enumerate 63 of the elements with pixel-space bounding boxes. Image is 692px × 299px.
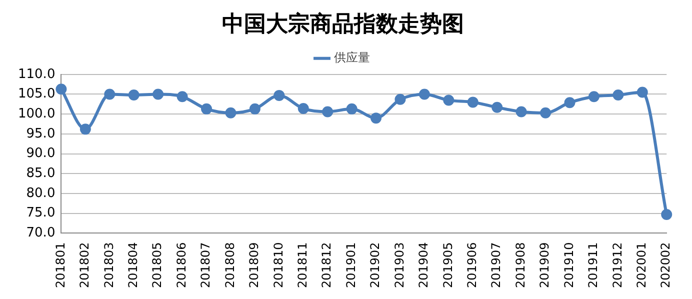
point <box>443 94 454 106</box>
point <box>298 103 309 114</box>
point <box>201 103 212 114</box>
y-tick-label: 85.0 <box>26 166 56 182</box>
x-tick-label: 201809 <box>247 242 262 288</box>
point <box>661 209 672 220</box>
x-tick-label: 201906 <box>465 242 479 288</box>
x-tick-label: 201907 <box>489 242 504 288</box>
x-tick-label: 201804 <box>126 242 140 288</box>
point <box>128 90 140 101</box>
point <box>346 103 358 114</box>
point <box>176 91 188 102</box>
x-tick-label: 201808 <box>222 242 237 288</box>
x-tick-label: 201909 <box>538 242 552 288</box>
y-tick-label: 95.0 <box>26 126 56 142</box>
legend-label: 供应量 <box>334 50 370 65</box>
x-tick-label: 201908 <box>513 242 528 288</box>
y-tick-label: 100.0 <box>18 106 56 122</box>
point <box>540 107 552 118</box>
x-tick-label: 202001 <box>634 242 649 288</box>
y-tick-label: 80.0 <box>26 186 56 201</box>
point <box>249 103 260 114</box>
x-tick-label: 201812 <box>320 242 334 288</box>
x-tick-label: 201806 <box>174 242 188 288</box>
x-tick-label: 201910 <box>562 242 576 288</box>
x-tick-label: 201803 <box>102 242 116 288</box>
point <box>467 96 478 108</box>
point <box>225 107 236 118</box>
point <box>370 112 382 124</box>
x-tick-label: 201810 <box>271 242 286 288</box>
point <box>104 88 116 100</box>
y-tick-label: 90.0 <box>26 146 56 162</box>
x-tick-label: 201901 <box>344 242 358 288</box>
x-tick-label: 201802 <box>78 242 92 288</box>
point <box>80 124 91 135</box>
x-tick-label: 201902 <box>368 242 382 288</box>
x-tick-label: 201905 <box>440 242 455 288</box>
point <box>588 91 600 102</box>
x-tick-label: 201805 <box>150 242 164 288</box>
x-tick-label: 201912 <box>610 242 624 288</box>
point <box>56 84 67 95</box>
x-tick-label: 201911 <box>586 242 600 288</box>
point <box>492 102 503 113</box>
point <box>612 90 624 101</box>
y-tick-label: 110.0 <box>18 66 56 82</box>
y-tick-label: 105.0 <box>18 86 56 102</box>
point <box>418 88 430 100</box>
x-tick-label: 202002 <box>658 242 673 288</box>
point <box>516 106 527 118</box>
y-tick-label: 70.0 <box>26 226 56 241</box>
point <box>322 106 334 118</box>
point <box>636 86 648 98</box>
x-tick-label: 201807 <box>198 242 213 288</box>
x-tick-label: 201904 <box>416 242 431 288</box>
y-tick-label: 75.0 <box>26 206 56 221</box>
x-tick-label: 201903 <box>392 242 406 288</box>
point <box>152 88 164 100</box>
point <box>274 90 285 101</box>
chart-title: 中国大宗商品指数走势图 <box>222 10 464 37</box>
point <box>394 94 406 105</box>
x-tick-label: 201811 <box>295 242 310 288</box>
point <box>564 97 576 108</box>
x-tick-label: 201801 <box>53 242 68 288</box>
